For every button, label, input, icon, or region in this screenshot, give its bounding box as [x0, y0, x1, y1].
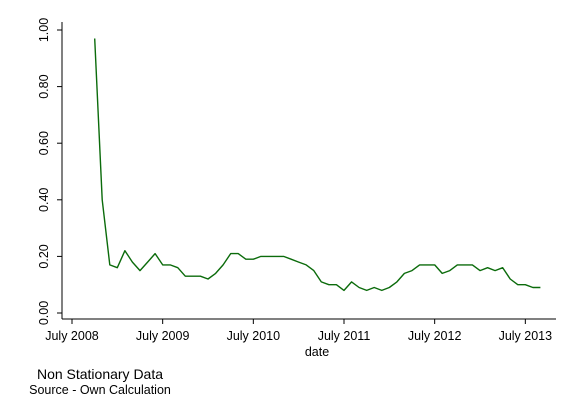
x-tick-label: July 2012: [408, 329, 462, 343]
x-axis: July 2008 July 2009 July 2010 July 2011 July…: [45, 318, 556, 343]
chart-note-source: Source - Own Calculation: [29, 383, 171, 397]
series-line: [94, 38, 541, 292]
x-axis-label: date: [305, 345, 329, 359]
y-tick-label: 0.60: [37, 131, 51, 155]
y-tick-label: 1.00: [37, 18, 51, 42]
x-tick-label: July 2010: [227, 329, 281, 343]
y-tick-label: 0.80: [37, 74, 51, 98]
x-tick-label: July 2013: [499, 329, 553, 343]
x-tick-label: July 2011: [318, 329, 371, 343]
y-tick-label: 0.20: [37, 244, 51, 268]
x-tick-label: July 2008: [45, 329, 99, 343]
series-layer: [94, 38, 541, 292]
x-tick-label: July 2009: [136, 329, 190, 343]
y-tick-label: 0.00: [37, 301, 51, 325]
chart-note-title: Non Stationary Data: [36, 366, 164, 382]
y-tick-label: 0.40: [37, 188, 51, 212]
y-axis: 0.00 0.20 0.40 0.60 0.80 1.00: [37, 18, 63, 325]
